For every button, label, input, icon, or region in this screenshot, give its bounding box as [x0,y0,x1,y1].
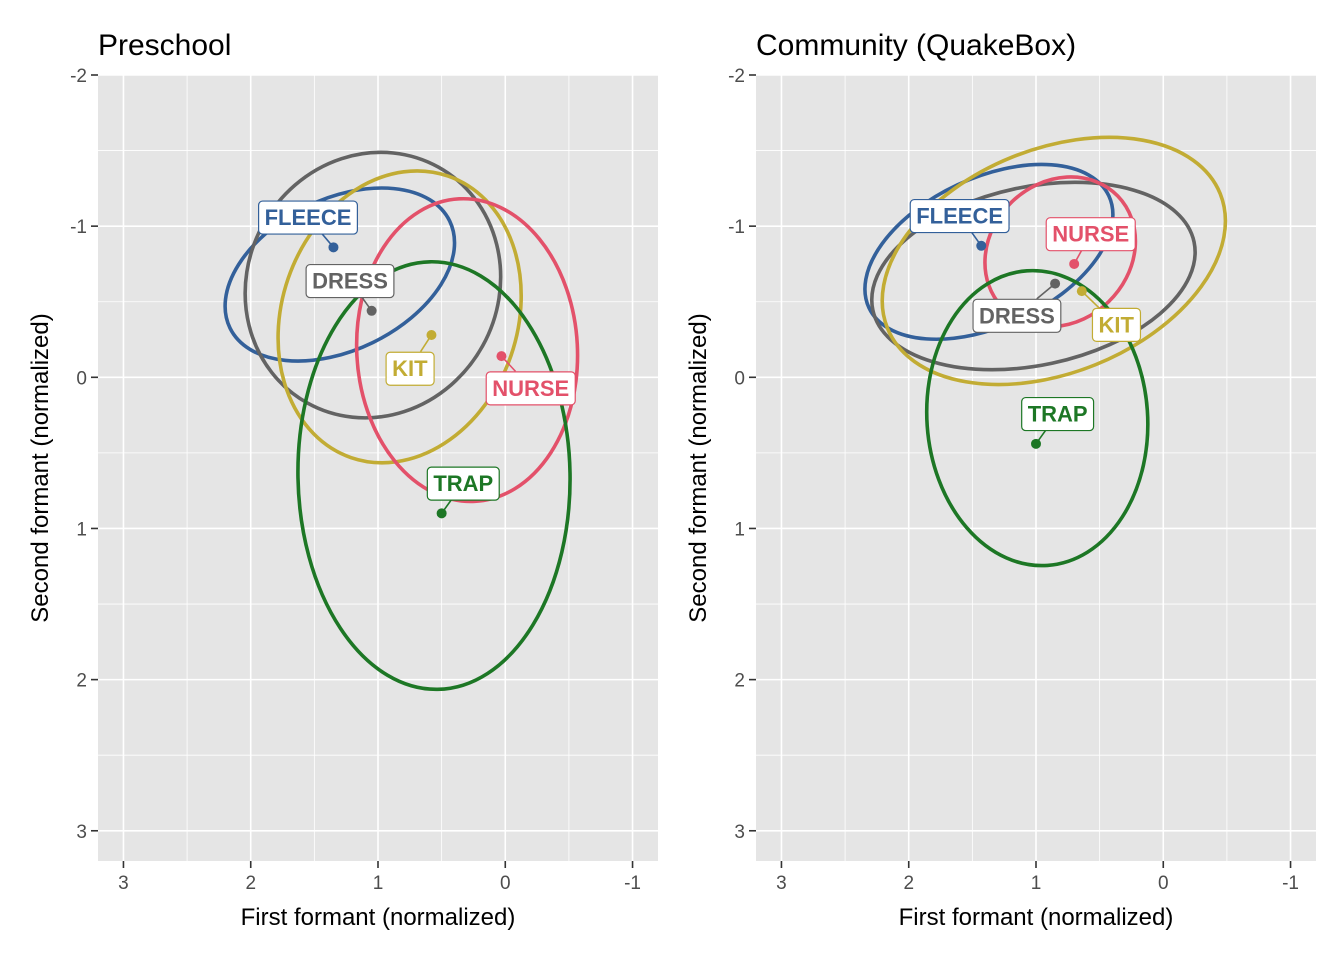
mean-point-trap [1031,438,1041,449]
vowel-label-fleece: FLEECE [265,205,352,230]
x-tick-label: 1 [1031,873,1042,894]
y-tick-label: -2 [728,66,745,87]
mean-point-nurse [1069,258,1080,269]
vowel-label-nurse: NURSE [1052,222,1129,247]
y-axis-title: Second formant (normalized) [27,313,54,622]
label-group-dress: DRESS [972,278,1062,333]
label-box [385,351,435,386]
vowel-label-fleece: FLEECE [916,204,1003,229]
mean-point-fleece [328,242,339,253]
panel-2: 3 2 1 0 -1 -2 -1 0 1 2 3 First formant (normalized)… [685,29,1316,931]
mean-point-dress [366,305,377,316]
y-tick-label: 0 [76,368,87,389]
x-tick-label: 3 [776,873,787,894]
x-tick-label: 2 [245,873,256,894]
vowel-label-dress: DRESS [312,269,388,294]
label-box [258,200,358,235]
panel-title: Community (QuakeBox) [756,29,1076,62]
label-box [426,466,500,501]
ellipse-trap [924,268,1150,568]
y-tick-label: 3 [76,822,87,843]
mean-point-nurse [496,351,507,362]
label-group-trap: TRAP [1021,396,1095,449]
y-tick-label: 2 [734,671,745,692]
x-axis-title: First formant (normalized) [899,904,1174,931]
y-tick-label: 3 [734,822,745,843]
x-tick-label: 3 [118,873,129,894]
y-tick-label: -2 [70,66,87,87]
y-tick-label: 2 [76,671,87,692]
vowel-label-trap: TRAP [433,471,493,496]
ellipse-nurse [354,196,580,504]
ellipse-dress [869,180,1197,372]
label-box [909,198,1010,234]
label-box [1091,307,1142,343]
y-tick-label: 1 [76,519,87,540]
ellipse-trap [296,259,572,692]
y-tick-label: -1 [728,217,745,238]
label-box [1045,217,1136,252]
panel-1: 3 2 1 0 -1 -2 -1 0 1 2 3 First formant (normalized)… [27,29,658,931]
vowel-label-nurse: NURSE [492,376,569,401]
x-tick-label: 1 [373,873,384,894]
vowel-label-kit: KIT [1098,312,1134,337]
label-group-nurse: NURSE [485,351,576,406]
label-group-trap: TRAP [426,466,500,519]
label-group-dress: DRESS [305,263,395,316]
label-group-fleece: FLEECE [909,198,1010,251]
vowel-label-kit: KIT [392,356,428,381]
y-tick-label: 0 [734,368,745,389]
ellipse-kit [276,169,523,465]
panel-title: Preschool [98,29,231,62]
label-group-fleece: FLEECE [258,200,358,253]
y-tick-label: -1 [70,217,87,238]
mean-point-fleece [976,240,987,251]
mean-point-trap [436,508,447,519]
x-tick-label: 0 [500,873,511,894]
x-tick-label: -1 [624,873,641,894]
vowel-label-dress: DRESS [979,303,1055,328]
y-tick-label: 1 [734,519,745,540]
x-tick-label: 2 [903,873,914,894]
mean-point-dress [1050,278,1061,289]
mean-point-kit [1076,286,1087,297]
label-box [305,263,395,299]
mean-point-kit [426,329,437,340]
x-tick-label: -1 [1282,873,1299,894]
label-group-kit: KIT [1076,286,1142,343]
label-box [1021,396,1095,432]
x-tick-label: 0 [1158,873,1169,894]
label-group-nurse: NURSE [1045,217,1136,269]
ellipse-kit [880,135,1228,387]
vowel-label-trap: TRAP [1028,402,1088,427]
x-axis-title: First formant (normalized) [241,904,516,931]
label-box [485,371,576,406]
y-axis-title: Second formant (normalized) [685,313,712,622]
label-group-kit: KIT [385,329,437,386]
label-box [972,298,1062,333]
